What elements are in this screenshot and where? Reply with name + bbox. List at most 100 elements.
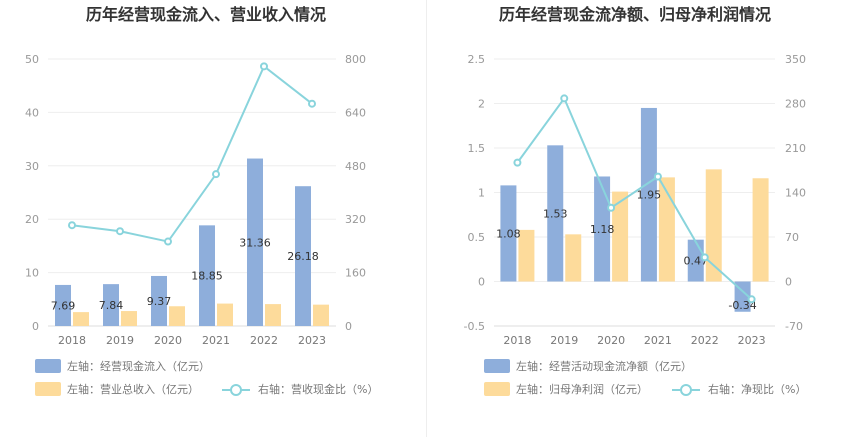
left-chart-legend-yellow-text: 左轴：营业总收入（亿元）: [67, 382, 199, 396]
left-chart-line-point-2022: [260, 62, 268, 71]
left-chart-right-tick-label: 480: [345, 160, 366, 173]
left-chart-line-point-2021: [212, 170, 220, 179]
right-chart-bar-label-2018: 1.08: [496, 227, 521, 240]
left-chart-right-tick-label: 0: [345, 320, 352, 333]
left-chart-legend-yellow-swatch: [35, 382, 61, 396]
right-chart-legend-yellow-text: 左轴：归母净利润（亿元）: [516, 382, 648, 396]
right-chart-legend-yellow-swatch: [484, 382, 510, 396]
left-chart-x-tick-label: 2018: [58, 334, 86, 347]
left-chart-bar-label-2022: 31.36: [239, 236, 271, 249]
left-chart-legend-line-text: 右轴：营收现金比（%）: [258, 382, 378, 396]
left-chart-left-tick-label: 10: [25, 267, 39, 280]
left-chart-series-blue-bars: [55, 158, 311, 326]
left-chart-legend-blue-text: 左轴：经营现金流入（亿元）: [67, 359, 210, 373]
left-chart-x-tick-label: 2022: [250, 334, 278, 347]
right-chart-line-point-2020: [607, 203, 616, 212]
right-chart-bar-label-2021: 1.95: [637, 189, 662, 202]
right-chart-series-yellow-bars: [518, 169, 769, 282]
left-chart-bar-blue-2022: [247, 158, 263, 326]
right-chart-title: 历年经营现金流净额、归母净利润情况: [499, 5, 771, 24]
right-chart-series-blue-bars: [500, 107, 751, 312]
right-chart-data-labels: 1.081.531.181.950.47-0.34: [496, 189, 757, 312]
right-chart-right-tick-label: 350: [785, 53, 806, 66]
right-chart-right-tick-label: 210: [785, 142, 806, 155]
right-chart-line-point-2018: [513, 158, 522, 167]
left-chart-x-tick-label: 2023: [298, 334, 326, 347]
right-chart-left-tick-label: 2.5: [468, 53, 486, 66]
right-chart-bar-yellow-2022: [705, 169, 722, 282]
left-chart-bar-blue-2019: [103, 284, 119, 326]
left-chart-bar-yellow-2023: [313, 304, 329, 326]
right-chart-x-tick-label: 2020: [597, 334, 625, 347]
right-chart-left-tick-label: 2: [478, 98, 485, 111]
right-chart-bar-blue-2019: [547, 145, 564, 282]
right-chart-bar-blue-2020: [594, 176, 611, 282]
left-chart-bar-label-2023: 26.18: [287, 250, 319, 263]
left-chart: 历年经营现金流入、营业收入情况 0 10 20 30 40 50 0 160 320 480 640 8…: [25, 5, 378, 396]
right-chart-bar-blue-2023: [734, 281, 751, 312]
left-chart-bar-blue-2021: [199, 225, 215, 326]
left-chart-x-tick-label: 2019: [106, 334, 134, 347]
right-chart-left-tick-label: 0.5: [468, 231, 486, 244]
right-chart-line-point-2019: [560, 94, 569, 103]
right-chart-legend-line-marker: [680, 384, 692, 396]
left-chart-bar-blue-2023: [295, 186, 311, 326]
right-chart-bar-yellow-2021: [658, 177, 675, 282]
right-chart-legend-blue-text: 左轴：经营活动现金流净额（亿元）: [516, 359, 692, 373]
left-chart-x-tick-label: 2021: [202, 334, 230, 347]
left-chart-left-tick-label: 40: [25, 106, 39, 119]
right-chart-bar-yellow-2023: [752, 178, 769, 282]
right-chart-x-tick-label: 2021: [644, 334, 672, 347]
right-chart: 历年经营现金流净额、归母净利润情况 -0.5 0 0.5 1 1.5 2 2.5 -70 0 70 1…: [464, 5, 806, 396]
left-chart-right-tick-label: 800: [345, 53, 366, 66]
left-chart-left-tick-label: 50: [25, 53, 39, 66]
right-chart-x-tick-label: 2018: [503, 334, 531, 347]
left-chart-bar-blue-2018: [55, 284, 71, 326]
left-chart-series-yellow-bars: [73, 303, 329, 326]
left-chart-bar-yellow-2019: [121, 311, 137, 326]
left-chart-line-point-2020: [164, 237, 172, 246]
right-chart-legend-blue-swatch: [484, 359, 510, 373]
right-chart-right-tick-label: -70: [785, 320, 803, 333]
right-chart-bar-blue-2021: [640, 107, 657, 282]
right-chart-left-tick-label: 1.5: [468, 142, 486, 155]
left-chart-left-tick-label: 0: [32, 320, 39, 333]
right-chart-x-tick-label: 2023: [738, 334, 766, 347]
right-chart-right-tick-label: 70: [785, 231, 799, 244]
left-chart-line-series: [71, 64, 313, 243]
left-chart-line-point-2018: [68, 221, 76, 230]
left-chart-right-tick-label: 160: [345, 267, 366, 280]
right-chart-bar-yellow-2020: [612, 191, 629, 282]
left-chart-data-labels: 7.69 7.84 9.37 18.85 31.36 26.18: [51, 236, 319, 312]
right-chart-left-tick-label: -0.5: [464, 320, 485, 333]
left-chart-title: 历年经营现金流入、营业收入情况: [86, 5, 326, 24]
left-chart-legend-blue-swatch: [35, 359, 61, 373]
left-chart-bar-label-2018: 7.69: [51, 299, 76, 312]
right-chart-x-tick-label: 2019: [550, 334, 578, 347]
right-chart-right-tick-label: 140: [785, 187, 806, 200]
panel-divider: [426, 0, 427, 437]
left-chart-right-tick-label: 640: [345, 106, 366, 119]
left-chart-left-tick-label: 30: [25, 160, 39, 173]
right-chart-right-tick-label: 280: [785, 98, 806, 111]
left-chart-bar-label-2021: 18.85: [191, 270, 223, 283]
right-chart-line-point-2022: [700, 253, 709, 262]
right-chart-legend: 左轴：经营活动现金流净额（亿元） 左轴：归母净利润（亿元） 右轴：净现比（%）: [484, 359, 806, 396]
left-chart-bar-blue-2020: [151, 275, 167, 326]
left-chart-right-tick-label: 320: [345, 213, 366, 226]
left-chart-bar-label-2020: 9.37: [147, 295, 172, 308]
right-chart-left-tick-label: 1: [478, 187, 485, 200]
right-chart-right-tick-label: 0: [785, 276, 792, 289]
right-chart-bar-label-2020: 1.18: [590, 223, 615, 236]
left-chart-bar-yellow-2021: [217, 303, 233, 326]
right-chart-bar-blue-2018: [500, 185, 517, 282]
right-chart-line-point-2023: [747, 295, 756, 304]
right-chart-left-tick-label: 0: [478, 276, 485, 289]
left-chart-line-point-2023: [308, 99, 316, 108]
right-chart-bar-label-2019: 1.53: [543, 207, 568, 220]
left-chart-legend-line-marker: [230, 384, 242, 396]
right-chart-line-point-2021: [653, 172, 662, 181]
right-chart-bar-yellow-2019: [565, 234, 582, 282]
